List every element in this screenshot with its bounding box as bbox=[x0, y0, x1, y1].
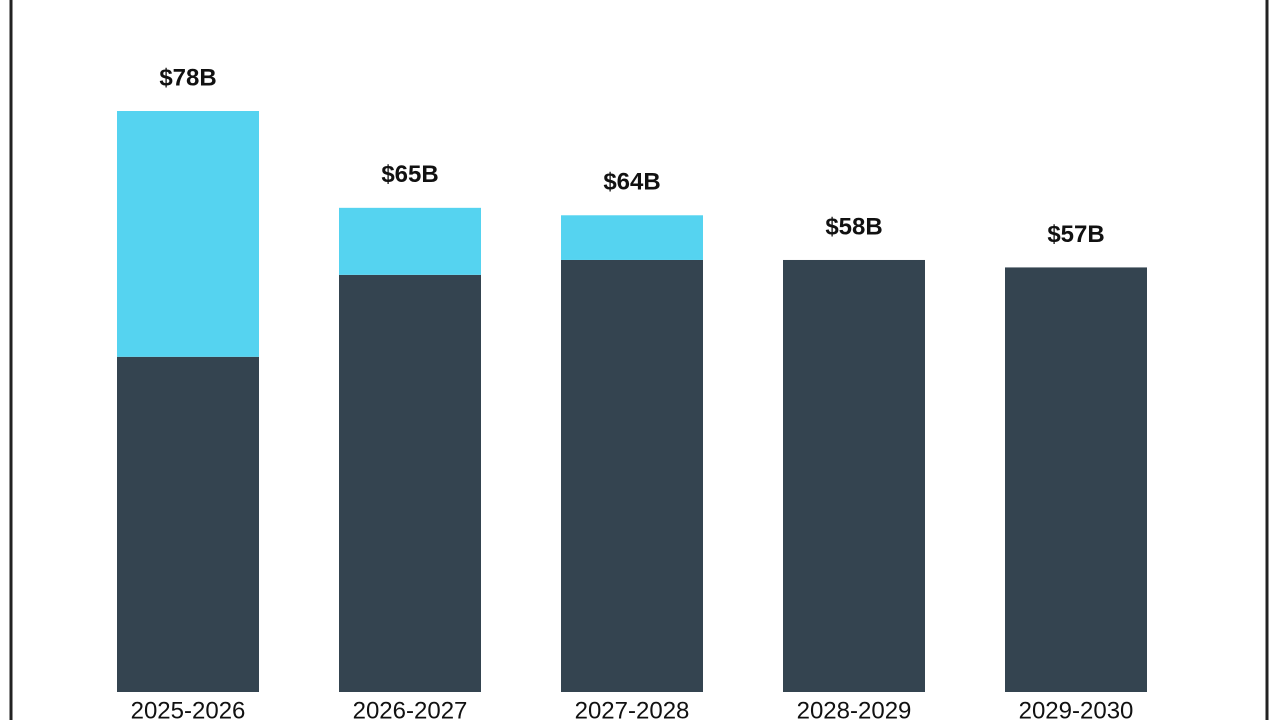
total-label: $64B bbox=[603, 169, 660, 196]
bar-segment bbox=[339, 207, 481, 275]
bar-segment bbox=[783, 259, 925, 692]
total-label: $65B bbox=[381, 161, 438, 188]
bar-segment bbox=[117, 111, 259, 357]
total-label: $57B bbox=[1047, 221, 1104, 248]
bar-segment bbox=[117, 356, 259, 692]
bar-segment bbox=[561, 259, 703, 692]
bar-segment bbox=[339, 274, 481, 692]
total-label: $78B bbox=[159, 64, 216, 91]
x-tick-label: 2026-2027 bbox=[353, 697, 468, 720]
bar-segment bbox=[1005, 267, 1147, 692]
x-tick-label: 2025-2026 bbox=[131, 697, 246, 720]
x-tick-label: 2029-2030 bbox=[1019, 697, 1134, 720]
x-tick-label: 2027-2028 bbox=[575, 697, 690, 720]
bar-segment bbox=[561, 215, 703, 260]
total-label: $58B bbox=[825, 213, 882, 240]
x-tick-label: 2028-2029 bbox=[797, 697, 912, 720]
